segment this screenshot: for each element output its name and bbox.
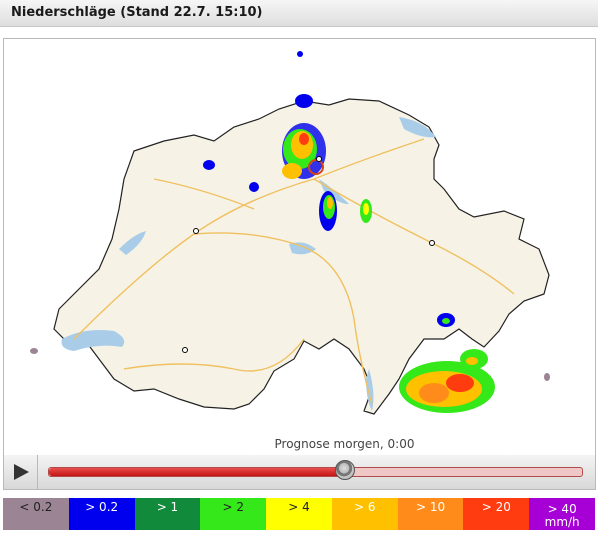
lake-lucerne	[289, 242, 316, 255]
precipitation-legend: < 0.2 > 0.2 > 1 > 2 > 4 > 6 > 10 > 20 > 40 mm/h	[3, 498, 596, 530]
page-title: Niederschläge (Stand 22.7. 15:10)	[11, 5, 263, 20]
legend-label: > 2	[222, 500, 244, 514]
play-icon	[14, 464, 29, 480]
legend-item: < 0.2	[3, 498, 69, 530]
legend-label: > 6	[354, 500, 376, 514]
switzerland-map	[30, 51, 550, 415]
legend-item: > 6	[331, 498, 398, 530]
legend-item: > 40 mm/h	[529, 498, 596, 530]
precipitation-map[interactable]: Prognose morgen, 0:00	[3, 38, 596, 457]
legend-item: > 1	[134, 498, 201, 530]
country-outline	[53, 98, 550, 415]
legend-item: > 20	[463, 498, 530, 530]
legend-item: > 0.2	[68, 498, 135, 530]
legend-label: > 10	[416, 500, 446, 514]
legend-label: > 4	[288, 500, 310, 514]
lake-neuchatel	[119, 231, 146, 255]
animation-player	[3, 455, 596, 490]
legend-unit: mm/h	[544, 514, 580, 529]
legend-item: > 4	[266, 498, 332, 530]
title-bar: Niederschläge (Stand 22.7. 15:10)	[0, 0, 598, 27]
city-dot-chur[interactable]	[429, 240, 435, 246]
forecast-caption: Prognose morgen, 0:00	[274, 437, 415, 451]
lake-constance	[399, 117, 436, 138]
radar-echoes	[30, 51, 550, 413]
timeline-handle[interactable]	[335, 460, 355, 480]
city-dot-lausanne[interactable]	[182, 347, 188, 353]
legend-item: > 2	[200, 498, 267, 530]
timeline-progress	[49, 468, 348, 476]
city-dot-zurich	[316, 156, 322, 162]
legend-label: > 0.2	[85, 500, 119, 514]
legend-label: > 40	[547, 501, 577, 516]
city-dot-bern[interactable]	[193, 228, 199, 234]
legend-item: > 10	[397, 498, 464, 530]
legend-label: > 1	[156, 500, 179, 514]
play-button[interactable]	[4, 455, 38, 489]
timeline-slider[interactable]	[48, 467, 583, 477]
city-marker-zurich[interactable]	[308, 159, 324, 175]
roads	[73, 138, 515, 405]
legend-label: > 20	[481, 500, 511, 514]
legend-label: < 0.2	[19, 500, 53, 514]
